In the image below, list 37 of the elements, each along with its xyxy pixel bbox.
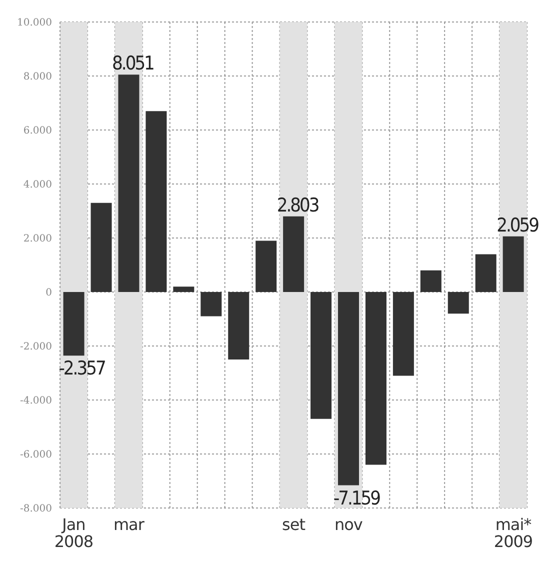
- y-tick-label: 2.000: [23, 234, 52, 245]
- y-tick-label: -8.000: [20, 504, 52, 515]
- y-tick-label: 10.000: [17, 18, 52, 29]
- x-tick-label: mar: [113, 515, 145, 534]
- y-tick-label: 8.000: [23, 72, 52, 83]
- bar: [420, 270, 442, 292]
- x-tick-label: mai* 2009: [494, 515, 533, 551]
- bar: [146, 111, 167, 292]
- data-label: 8.051: [112, 52, 154, 75]
- bar: [118, 74, 140, 292]
- bar: [228, 292, 250, 360]
- data-label: 2.803: [276, 194, 319, 216]
- bar: [475, 254, 496, 292]
- x-tick-label: nov: [334, 515, 362, 534]
- bar: [365, 292, 386, 465]
- bar: [63, 292, 84, 356]
- bar: [502, 236, 524, 292]
- bar: [90, 202, 112, 292]
- bar: [392, 292, 414, 376]
- bar: [448, 292, 469, 314]
- y-tick-label: -2.000: [20, 342, 52, 353]
- bar: [338, 292, 359, 486]
- data-label: 2.059: [496, 214, 539, 236]
- y-tick-label: 4.000: [23, 180, 52, 191]
- bar: [173, 286, 194, 292]
- bar: [256, 240, 277, 292]
- x-tick-label: Jan 2008: [54, 515, 94, 551]
- y-tick-label: -4.000: [20, 396, 52, 407]
- data-label: -7.159: [333, 487, 380, 510]
- y-tick-label: -6.000: [20, 450, 52, 461]
- bar: [310, 292, 332, 419]
- bar: [200, 292, 222, 316]
- data-label: -2.357: [58, 358, 106, 380]
- y-tick-label: 6.000: [23, 126, 52, 137]
- y-tick-label: 0: [46, 288, 52, 299]
- bar: [283, 216, 304, 292]
- x-tick-label: set: [282, 515, 306, 534]
